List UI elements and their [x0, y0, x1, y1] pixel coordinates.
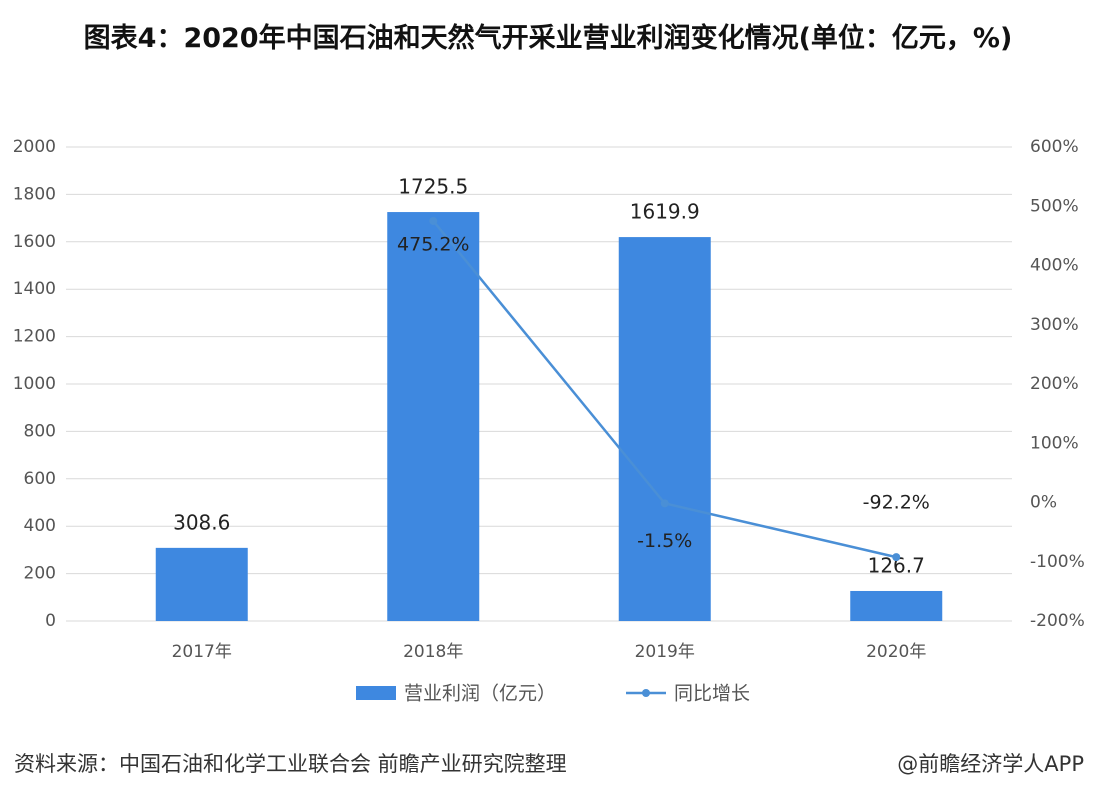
y-tick-label: 800 [24, 421, 56, 441]
credit: @前瞻经济学人APP [897, 752, 1084, 776]
y-tick-label: 2000 [13, 137, 56, 157]
y-tick-label: 1000 [13, 374, 56, 394]
y2-tick-label: 100% [1030, 433, 1079, 453]
y2-tick-label: 200% [1030, 374, 1079, 394]
y-tick-label: 400 [24, 516, 56, 536]
y2-tick-label: -100% [1030, 552, 1085, 572]
y-tick-label: 1600 [13, 232, 56, 252]
bar-label: 1725.5 [398, 175, 468, 199]
y-tick-label: 1400 [13, 279, 56, 299]
bar-label: 308.6 [173, 510, 230, 534]
legend-label: 营业利润（亿元） [404, 683, 556, 705]
y2-tick-label: -200% [1030, 611, 1085, 631]
bar [155, 547, 248, 621]
y-tick-label: 1200 [13, 327, 56, 347]
bar [850, 590, 943, 621]
legend-swatch [642, 689, 650, 697]
x-tick-label: 2018年 [403, 642, 463, 662]
y2-tick-label: 400% [1030, 256, 1079, 276]
y-tick-label: 200 [24, 564, 56, 584]
chart-title: 图表4：2020年中国石油和天然气开采业营业利润变化情况(单位：亿元，%) [83, 23, 1013, 54]
bar-label: 1619.9 [630, 200, 700, 224]
line-point [892, 553, 901, 562]
legend-swatch [356, 686, 396, 700]
source: 资料来源：中国石油和化学工业联合会 前瞻产业研究院整理 [14, 752, 567, 776]
y-tick-label: 600 [24, 469, 56, 489]
x-tick-label: 2020年 [866, 642, 926, 662]
y2-tick-label: 300% [1030, 315, 1079, 335]
line-point [429, 216, 438, 225]
bar [387, 212, 480, 621]
line-label: -92.2% [863, 492, 930, 514]
y-tick-label: 1800 [13, 184, 56, 204]
line-label: -1.5% [637, 530, 692, 552]
y2-tick-label: 600% [1030, 137, 1079, 157]
line-label: 475.2% [397, 233, 469, 255]
legend-label: 同比增长 [674, 683, 750, 705]
x-tick-label: 2019年 [635, 642, 695, 662]
y2-tick-label: 0% [1030, 493, 1057, 513]
line-point [660, 499, 669, 508]
x-tick-label: 2017年 [172, 642, 232, 662]
y-tick-label: 0 [45, 611, 56, 631]
y2-tick-label: 500% [1030, 196, 1079, 216]
bar [618, 237, 711, 622]
